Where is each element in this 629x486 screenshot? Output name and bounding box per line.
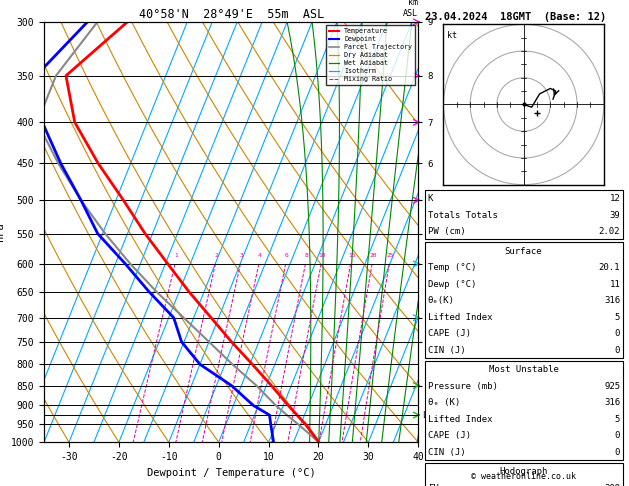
- Text: CAPE (J): CAPE (J): [428, 431, 470, 440]
- Text: 2.02: 2.02: [599, 227, 620, 236]
- X-axis label: Dewpoint / Temperature (°C): Dewpoint / Temperature (°C): [147, 468, 316, 478]
- Text: Temp (°C): Temp (°C): [428, 263, 476, 272]
- Text: Lifted Index: Lifted Index: [428, 415, 493, 424]
- Text: LCL: LCL: [422, 411, 437, 419]
- Text: 10: 10: [318, 253, 326, 258]
- Text: Pressure (mb): Pressure (mb): [428, 382, 498, 391]
- Text: 5: 5: [615, 415, 620, 424]
- Text: 23.04.2024  18GMT  (Base: 12): 23.04.2024 18GMT (Base: 12): [425, 12, 606, 22]
- Text: 8: 8: [304, 253, 308, 258]
- Text: CIN (J): CIN (J): [428, 346, 465, 355]
- Text: 20.1: 20.1: [599, 263, 620, 272]
- Text: Hodograph: Hodograph: [499, 467, 548, 476]
- Text: 2: 2: [215, 253, 219, 258]
- Text: 0: 0: [615, 329, 620, 338]
- Text: © weatheronline.co.uk: © weatheronline.co.uk: [471, 472, 576, 481]
- Text: 39: 39: [610, 210, 620, 220]
- Legend: Temperature, Dewpoint, Parcel Trajectory, Dry Adiabat, Wet Adiabat, Isotherm, Mi: Temperature, Dewpoint, Parcel Trajectory…: [326, 25, 415, 85]
- Text: 11: 11: [610, 279, 620, 289]
- Text: Lifted Index: Lifted Index: [428, 312, 493, 322]
- Text: 0: 0: [615, 431, 620, 440]
- Text: 15: 15: [348, 253, 355, 258]
- Text: Mixing Ratio (g/kg): Mixing Ratio (g/kg): [443, 209, 452, 297]
- Text: 209: 209: [604, 484, 620, 486]
- Text: θₑ (K): θₑ (K): [428, 398, 460, 407]
- Title: 40°58'N  28°49'E  55m  ASL: 40°58'N 28°49'E 55m ASL: [138, 8, 324, 21]
- Text: K: K: [428, 194, 433, 203]
- Text: EH: EH: [428, 484, 438, 486]
- Text: 20: 20: [369, 253, 377, 258]
- Text: 1: 1: [174, 253, 178, 258]
- Text: 925: 925: [604, 382, 620, 391]
- Text: 4: 4: [258, 253, 262, 258]
- Text: θₑ(K): θₑ(K): [428, 296, 455, 305]
- Text: 316: 316: [604, 296, 620, 305]
- Text: Surface: Surface: [505, 246, 542, 256]
- Text: Dewp (°C): Dewp (°C): [428, 279, 476, 289]
- Text: 0: 0: [615, 346, 620, 355]
- Text: Most Unstable: Most Unstable: [489, 365, 559, 374]
- Text: 5: 5: [615, 312, 620, 322]
- Text: 25: 25: [386, 253, 394, 258]
- Text: km
ASL: km ASL: [403, 0, 418, 17]
- Text: 12: 12: [610, 194, 620, 203]
- Text: kt: kt: [447, 31, 457, 40]
- Text: CAPE (J): CAPE (J): [428, 329, 470, 338]
- Text: PW (cm): PW (cm): [428, 227, 465, 236]
- Text: 6: 6: [285, 253, 289, 258]
- Text: 316: 316: [604, 398, 620, 407]
- Y-axis label: hPa: hPa: [0, 223, 5, 242]
- Text: CIN (J): CIN (J): [428, 448, 465, 457]
- Text: 3: 3: [240, 253, 243, 258]
- Text: Totals Totals: Totals Totals: [428, 210, 498, 220]
- Text: 0: 0: [615, 448, 620, 457]
